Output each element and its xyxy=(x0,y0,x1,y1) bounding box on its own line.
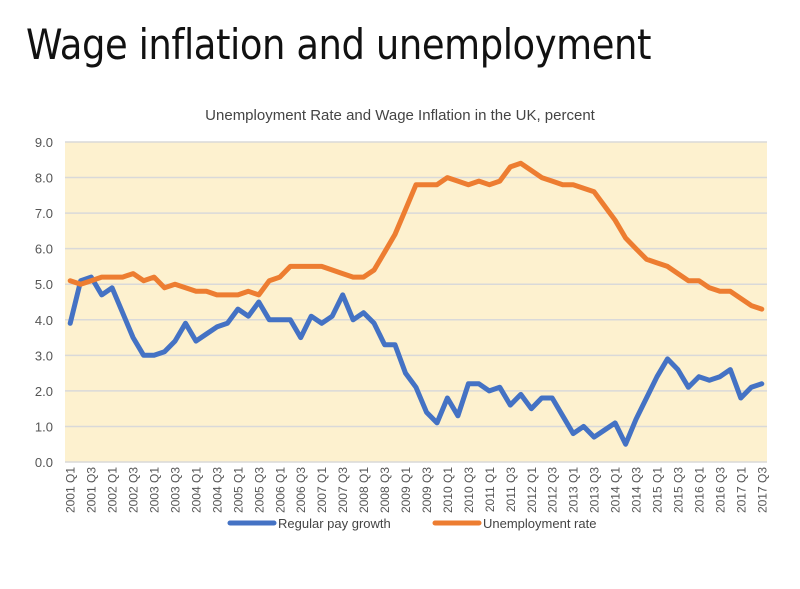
x-tick-label: 2010 Q3 xyxy=(462,467,476,513)
plot-area xyxy=(65,142,767,462)
legend-label: Unemployment rate xyxy=(483,516,596,531)
x-tick-label: 2002 Q3 xyxy=(127,467,141,513)
x-tick-label: 2014 Q3 xyxy=(630,467,644,513)
chart-title: Unemployment Rate and Wage Inflation in … xyxy=(205,107,595,124)
x-tick-label: 2001 Q1 xyxy=(64,467,78,513)
x-tick-label: 2017 Q1 xyxy=(734,467,748,513)
x-tick-label: 2009 Q1 xyxy=(399,467,413,513)
x-tick-label: 2015 Q3 xyxy=(671,467,685,513)
x-tick-label: 2007 Q3 xyxy=(336,467,350,513)
x-tick-label: 2013 Q1 xyxy=(567,467,581,513)
x-tick-label: 2003 Q3 xyxy=(169,467,183,513)
slide-title: Wage inflation and unemployment xyxy=(26,20,652,69)
y-tick-label: 5.0 xyxy=(35,277,53,292)
x-tick-label: 2002 Q1 xyxy=(106,467,120,513)
x-tick-label: 2017 Q3 xyxy=(755,467,769,513)
x-tick-label: 2008 Q1 xyxy=(357,467,371,513)
x-tick-label: 2014 Q1 xyxy=(609,467,623,513)
x-tick-label: 2015 Q1 xyxy=(650,467,664,513)
x-tick-label: 2013 Q3 xyxy=(588,467,602,513)
y-tick-label: 6.0 xyxy=(35,242,53,257)
x-tick-label: 2005 Q3 xyxy=(252,467,266,513)
x-tick-label: 2016 Q1 xyxy=(692,467,706,513)
x-tick-label: 2010 Q1 xyxy=(441,467,455,513)
x-tick-label: 2006 Q3 xyxy=(294,467,308,513)
y-tick-label: 7.0 xyxy=(35,206,53,221)
x-tick-label: 2011 Q3 xyxy=(504,467,518,512)
x-tick-label: 2006 Q1 xyxy=(273,467,287,513)
y-tick-label: 2.0 xyxy=(35,384,53,399)
y-tick-label: 9.0 xyxy=(35,135,53,150)
x-tick-label: 2011 Q1 xyxy=(483,467,497,512)
y-tick-label: 8.0 xyxy=(35,171,53,186)
x-tick-label: 2004 Q1 xyxy=(189,467,203,513)
y-tick-label: 0.0 xyxy=(35,455,53,470)
x-tick-label: 2004 Q3 xyxy=(210,467,224,513)
x-tick-label: 2001 Q3 xyxy=(85,467,99,513)
y-tick-label: 1.0 xyxy=(35,419,53,434)
x-tick-label: 2003 Q1 xyxy=(148,467,162,513)
x-tick-label: 2012 Q3 xyxy=(546,467,560,513)
x-tick-label: 2008 Q3 xyxy=(378,467,392,513)
legend-label: Regular pay growth xyxy=(278,516,391,531)
x-tick-label: 2007 Q1 xyxy=(315,467,329,513)
x-tick-label: 2012 Q1 xyxy=(525,467,539,513)
x-tick-label: 2016 Q3 xyxy=(713,467,727,513)
y-tick-label: 3.0 xyxy=(35,348,53,363)
x-tick-label: 2005 Q1 xyxy=(231,467,245,513)
x-tick-label: 2009 Q3 xyxy=(420,467,434,513)
y-tick-label: 4.0 xyxy=(35,313,53,328)
